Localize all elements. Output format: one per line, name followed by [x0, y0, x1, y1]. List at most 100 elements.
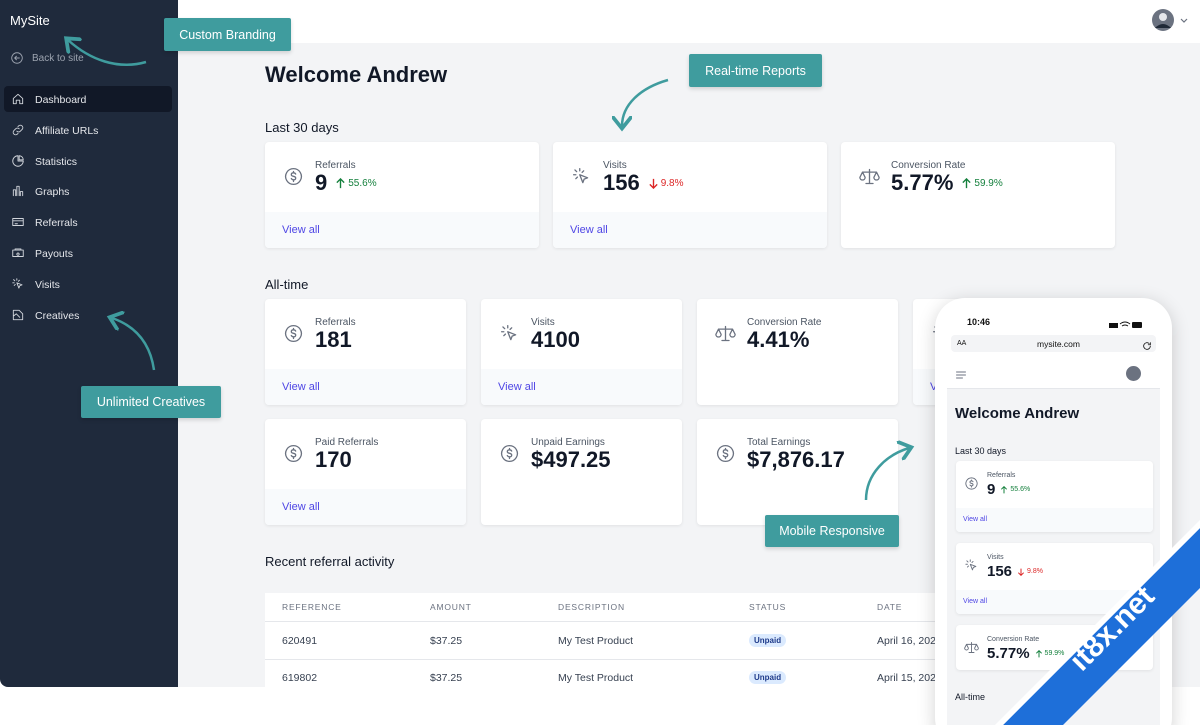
table-cell: 620491: [282, 635, 318, 647]
icon: [11, 52, 23, 64]
table-cell: 619802: [282, 672, 318, 684]
battery: [1132, 322, 1142, 328]
card-footer: View all: [956, 508, 1153, 532]
stat-icon: [715, 443, 736, 469]
stat-value-row: 5.77% 59.9%: [891, 170, 1003, 196]
stat-icon: [283, 443, 304, 469]
icon-shape: [965, 477, 978, 490]
stat-change: 55.6%: [1010, 486, 1031, 493]
view-all-link[interactable]: View all: [282, 224, 320, 236]
section-title: Recent referral activity: [265, 554, 395, 569]
nav-icon: [11, 123, 25, 142]
stat-card: Visits 156 9.8% View all: [553, 142, 827, 248]
stat-value-row: $497.25: [531, 447, 619, 473]
icon: [12, 309, 24, 320]
status-badge: Unpaid: [749, 634, 787, 647]
reload-icon[interactable]: [1142, 338, 1152, 356]
stat-change: 9.8%: [1027, 568, 1043, 575]
stat-value: $497.25: [531, 447, 611, 472]
stat-icon: [499, 323, 520, 349]
icon-shape: [12, 278, 23, 289]
trend-arrow: [1018, 568, 1025, 576]
column-header: AMOUNT: [430, 602, 472, 612]
stat-value: 4.41%: [747, 327, 810, 352]
view-all-link[interactable]: View all: [282, 501, 320, 513]
icon: [859, 168, 880, 185]
stat-value: 5.77%: [987, 645, 1030, 662]
icon-shape: [12, 248, 24, 257]
icon: [965, 559, 977, 571]
callout: Unlimited Creatives: [81, 386, 221, 418]
trend-arrow-shape: [1001, 485, 1008, 493]
stat-value-row: 4.41%: [747, 327, 817, 353]
trend-arrow: [336, 177, 345, 188]
status-icons: [1109, 317, 1143, 335]
stat-icon: [571, 166, 592, 192]
view-all-link[interactable]: View all: [963, 598, 987, 605]
stat-value: 4100: [531, 327, 580, 352]
mobile-avatar[interactable]: [1126, 366, 1141, 381]
icon: [285, 324, 302, 343]
nav-label[interactable]: Affiliate URLs: [35, 124, 99, 137]
trend-arrow-shape: [962, 177, 972, 188]
nav-label[interactable]: Visits: [35, 278, 60, 291]
stat-card: Conversion Rate 4.41%: [697, 299, 898, 405]
nav-label[interactable]: Creatives: [35, 309, 80, 322]
trend-arrow-shape: [336, 177, 345, 188]
trend-arrow: [1001, 485, 1008, 493]
address-bar: [951, 335, 1156, 352]
nav-item[interactable]: Payouts: [4, 240, 172, 266]
nav-item[interactable]: Statistics: [4, 148, 172, 174]
stat-icon: [283, 323, 304, 349]
column-header: REFERENCE: [282, 602, 342, 612]
nav-item[interactable]: Graphs: [4, 178, 172, 204]
text-size-button[interactable]: AA: [957, 340, 967, 347]
stat-icon: [283, 166, 304, 192]
icon-shape: [956, 371, 966, 379]
view-all-link[interactable]: View all: [498, 381, 536, 393]
nav-label[interactable]: Statistics: [35, 155, 78, 168]
nav-label[interactable]: Graphs: [35, 186, 70, 199]
icon: [12, 186, 24, 197]
menu-button[interactable]: [955, 368, 967, 386]
referral-table: REFERENCE AMOUNT DESCRIPTION STATUS DATE 6204…: [265, 593, 965, 687]
icon-shape: [285, 444, 302, 463]
stat-icon: [715, 323, 736, 349]
back-icon[interactable]: [10, 51, 24, 70]
icon-shape: [11, 52, 23, 64]
stat-icon: [499, 443, 520, 469]
nav-icon: [11, 154, 25, 173]
signal: [1109, 323, 1118, 328]
view-all-link[interactable]: View all: [570, 224, 608, 236]
nav-icon: [11, 215, 25, 234]
nav-item[interactable]: Referrals: [4, 209, 172, 235]
table-cell: $37.25: [430, 635, 463, 647]
stat-card: Total Earnings $7,876.17: [697, 419, 898, 525]
welcome-heading: Welcome Andrew: [955, 405, 1080, 422]
nav-item[interactable]: Visits: [4, 271, 172, 297]
nav-label[interactable]: Referrals: [35, 217, 78, 230]
watermark-edge: [995, 520, 1200, 725]
icon: [501, 444, 518, 463]
table-cell: $37.25: [430, 672, 463, 684]
icon: [500, 324, 517, 341]
stat-value-row: 170: [315, 447, 360, 473]
nav-label[interactable]: Payouts: [35, 248, 73, 260]
trend-arrow-shape: [1018, 568, 1025, 576]
icon-shape: [501, 444, 518, 463]
nav-item[interactable]: Creatives: [4, 302, 172, 328]
user-menu[interactable]: [1150, 8, 1194, 34]
trend-icon: [1017, 568, 1027, 576]
stat-value: 5.77%: [891, 170, 954, 195]
back-link[interactable]: Back to site: [32, 53, 84, 64]
card-footer: View all: [481, 369, 682, 405]
section-title: All-time: [265, 277, 309, 292]
nav-item[interactable]: Dashboard: [4, 86, 172, 112]
nav-item[interactable]: Affiliate URLs: [4, 117, 172, 143]
nav-label[interactable]: Dashboard: [35, 94, 87, 106]
view-all-link[interactable]: View all: [282, 381, 320, 393]
stat-value-row: $7,876.17: [747, 447, 853, 473]
view-all-link[interactable]: View all: [963, 516, 987, 523]
stat-label: Total Earnings: [747, 437, 811, 448]
stat-label: Conversion Rate: [891, 160, 966, 171]
